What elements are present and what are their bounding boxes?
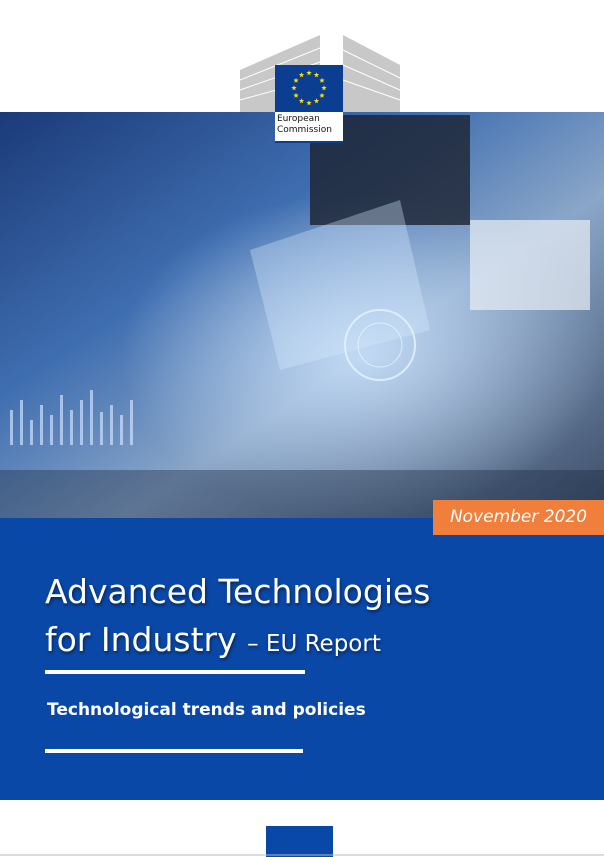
photo-bars [10,390,133,445]
title-suffix: – EU Report [247,631,381,657]
logo-label-box [275,112,343,143]
date-box-lower [433,518,604,535]
eu-star [291,85,297,91]
photo-circle [344,309,416,381]
eu-star [321,85,327,91]
title: Advanced Technologies for Industry – EU … [45,568,430,668]
date: November 2020 [449,507,588,527]
subtitle: Technological trends and policies [47,700,366,720]
eu-star [298,98,305,104]
divider [45,670,305,674]
eu-star [298,72,305,78]
divider [45,749,303,753]
title-line: for Industry – EU Report [45,616,430,668]
photo-glow [0,112,604,518]
logo-text: European Commission [277,114,332,136]
eu-star [313,72,320,78]
eu-star [306,70,312,76]
eu-star [306,100,312,106]
footer-block [266,826,333,857]
logo-line: European [277,114,320,124]
photo-paper [470,220,590,310]
logo-line: Commission [277,125,332,135]
eu-stars [291,70,327,106]
title-line: Advanced Technologies [45,572,431,611]
title-line: for Industry [45,620,237,659]
eu-star [293,92,299,98]
eu-star [319,92,325,98]
eu-star [319,77,325,83]
photo-tablet [250,200,430,370]
eu-star [293,77,299,83]
photo-circle [357,322,403,368]
eu-star [313,98,320,104]
